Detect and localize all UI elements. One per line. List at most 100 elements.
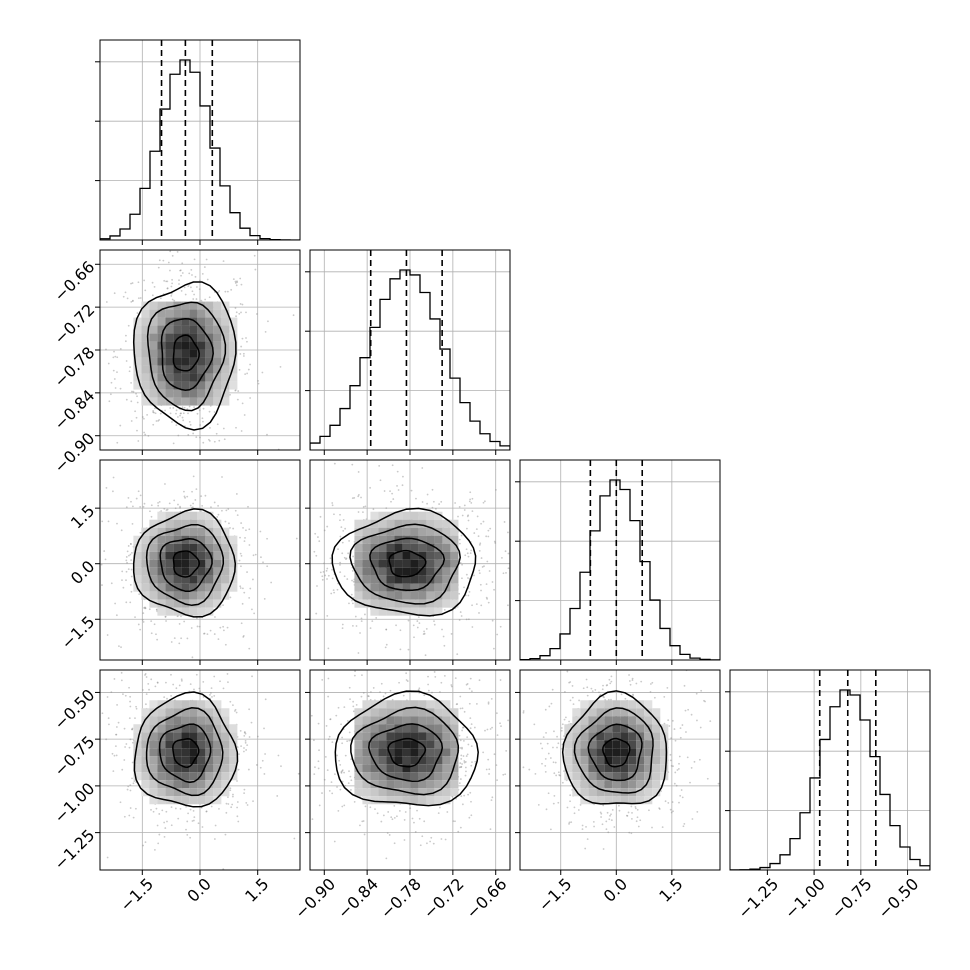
sample-point bbox=[171, 298, 174, 301]
density-cell bbox=[213, 716, 222, 725]
sample-point bbox=[131, 741, 134, 744]
sample-point bbox=[106, 634, 109, 636]
density-cell bbox=[434, 724, 443, 733]
sample-point bbox=[298, 853, 300, 855]
sample-point bbox=[242, 355, 245, 357]
density-cell bbox=[165, 764, 174, 773]
sample-point bbox=[256, 735, 259, 738]
sample-point bbox=[618, 809, 621, 812]
sample-point bbox=[380, 820, 383, 823]
sample-point bbox=[147, 668, 149, 670]
density-cell bbox=[173, 325, 182, 334]
density-cell bbox=[410, 796, 419, 805]
sample-point bbox=[149, 464, 151, 466]
sample-point bbox=[107, 475, 109, 477]
sample-point bbox=[465, 618, 468, 621]
panel-frame bbox=[99, 669, 301, 871]
sample-point bbox=[316, 585, 318, 587]
density-cell bbox=[354, 756, 363, 765]
sample-point bbox=[130, 300, 133, 303]
contour-line bbox=[172, 550, 201, 578]
sample-point bbox=[236, 815, 239, 818]
sample-point bbox=[552, 761, 555, 764]
sample-point bbox=[243, 788, 246, 791]
sample-point bbox=[466, 515, 469, 518]
density-cell bbox=[450, 543, 459, 552]
density-cell bbox=[197, 365, 206, 374]
density-cell bbox=[189, 724, 198, 733]
density-cell bbox=[402, 772, 411, 781]
density-cell bbox=[197, 740, 206, 749]
sample-point bbox=[668, 725, 671, 727]
sample-point bbox=[222, 625, 225, 628]
sample-point bbox=[291, 625, 293, 627]
sample-point bbox=[148, 688, 150, 691]
sample-point bbox=[179, 412, 182, 415]
sample-point bbox=[236, 806, 239, 809]
sample-point bbox=[131, 728, 134, 731]
sample-point bbox=[243, 414, 246, 416]
sample-point bbox=[348, 731, 351, 734]
density-cell bbox=[354, 519, 363, 528]
sample-point bbox=[344, 527, 347, 530]
sample-point bbox=[176, 251, 179, 253]
density-cell bbox=[205, 607, 214, 616]
contour-line bbox=[172, 334, 200, 372]
density-cell bbox=[181, 519, 190, 528]
histogram-step bbox=[100, 59, 300, 240]
density-cell bbox=[354, 527, 363, 536]
sample-point bbox=[208, 296, 211, 299]
sample-point bbox=[195, 673, 198, 676]
sample-point bbox=[460, 765, 463, 768]
density-cell bbox=[213, 756, 222, 765]
sample-point bbox=[234, 389, 237, 392]
density-cell bbox=[370, 551, 379, 560]
sample-point bbox=[350, 758, 353, 761]
sample-point bbox=[339, 519, 341, 522]
density-cell bbox=[426, 519, 435, 528]
sample-point bbox=[193, 406, 196, 409]
sample-point bbox=[200, 495, 203, 498]
sample-point bbox=[170, 294, 173, 297]
density-cell bbox=[181, 607, 190, 616]
sample-point bbox=[557, 771, 560, 774]
sample-point bbox=[468, 500, 471, 503]
sample-point bbox=[559, 774, 562, 777]
density-cell bbox=[197, 748, 206, 757]
sample-point bbox=[471, 604, 473, 607]
sample-point bbox=[433, 671, 436, 673]
density-cell bbox=[229, 349, 238, 358]
density-cell bbox=[205, 724, 214, 733]
sample-point bbox=[205, 238, 207, 240]
sample-point bbox=[178, 490, 180, 492]
sample-point bbox=[237, 768, 240, 771]
sample-point bbox=[321, 575, 324, 578]
density-cell bbox=[426, 756, 435, 765]
density-cell bbox=[450, 583, 459, 592]
sample-point bbox=[544, 764, 547, 767]
density-cell bbox=[173, 567, 182, 576]
sample-point bbox=[264, 753, 266, 755]
density-cell bbox=[442, 591, 451, 600]
density-cell bbox=[157, 796, 166, 805]
sample-point bbox=[396, 815, 398, 818]
sample-point bbox=[158, 259, 161, 262]
density-cell bbox=[354, 748, 363, 757]
sample-point bbox=[164, 456, 166, 458]
sample-point bbox=[459, 778, 462, 780]
sample-point bbox=[613, 826, 616, 828]
sample-point bbox=[622, 664, 624, 666]
sample-point bbox=[416, 620, 419, 622]
sample-point bbox=[490, 697, 493, 700]
sample-point bbox=[496, 633, 499, 636]
sample-point bbox=[499, 679, 502, 681]
sample-point bbox=[160, 510, 163, 512]
density-cell bbox=[229, 559, 238, 568]
density-cell bbox=[173, 543, 182, 552]
sample-point bbox=[229, 789, 232, 792]
sample-point bbox=[684, 709, 687, 712]
density-cell bbox=[402, 764, 411, 773]
sample-point bbox=[635, 820, 638, 823]
sample-point bbox=[488, 570, 491, 572]
sample-point bbox=[137, 490, 140, 493]
